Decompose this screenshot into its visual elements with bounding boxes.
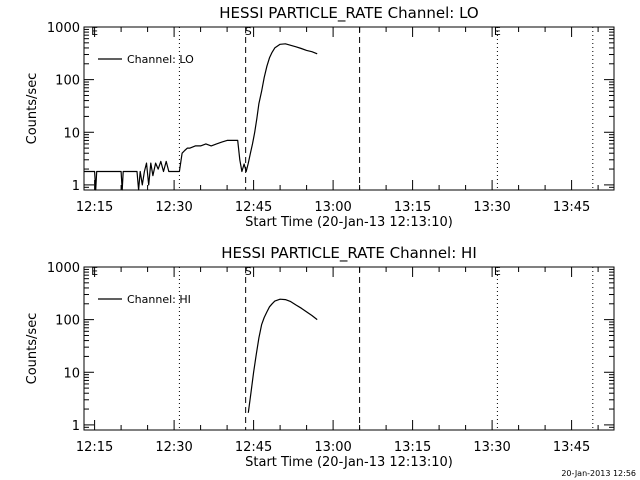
y-tick-label-hi: 10 [63, 366, 80, 381]
x-tick-label-lo: 13:30 [473, 200, 510, 215]
x-tick-label-lo: 13:15 [394, 200, 431, 215]
y-tick-label-hi: 100 [55, 314, 80, 329]
x-tick-label-hi: 12:15 [76, 440, 113, 455]
y-tick-label-lo: 1000 [47, 21, 80, 36]
plot-frame-lo [83, 26, 615, 191]
footer-timestamp: 20-Jan-2013 12:56 [561, 469, 636, 478]
x-tick-label-hi: 13:00 [314, 440, 351, 455]
series-line-hi [247, 298, 318, 413]
series-line-lo [84, 43, 318, 191]
y-axis-label-hi: Counts/sec [25, 313, 40, 385]
y-tick-label-hi: 1000 [47, 261, 80, 276]
marker-label-lo: S [245, 25, 252, 38]
y-tick-label-lo: 1 [72, 179, 80, 194]
x-tick-label-hi: 13:15 [394, 440, 431, 455]
marker-label-lo: E [91, 25, 98, 38]
x-tick-label-hi: 12:45 [235, 440, 272, 455]
y-tick-label-hi: 1 [72, 419, 80, 434]
marker-label-hi: E [494, 265, 501, 278]
chart-title-lo: HESSI PARTICLE_RATE Channel: LO [219, 4, 478, 23]
marker-label-lo: E [494, 25, 501, 38]
legend-label-hi: Channel: HI [127, 293, 191, 306]
x-tick-label-hi: 12:30 [155, 440, 192, 455]
x-tick-label-lo: 12:30 [155, 200, 192, 215]
marker-label-hi: S [245, 265, 252, 278]
x-tick-label-hi: 13:30 [473, 440, 510, 455]
plot-frame-hi [83, 266, 615, 431]
legend-label-lo: Channel: LO [127, 53, 194, 66]
marker-label-hi: E [91, 265, 98, 278]
x-axis-label-hi: Start Time (20-Jan-13 12:13:10) [245, 455, 453, 470]
x-axis-label-lo: Start Time (20-Jan-13 12:13:10) [245, 215, 453, 230]
chart-title-hi: HESSI PARTICLE_RATE Channel: HI [221, 244, 477, 263]
x-tick-label-lo: 13:45 [553, 200, 590, 215]
x-tick-label-lo: 13:00 [314, 200, 351, 215]
y-tick-label-lo: 10 [63, 126, 80, 141]
x-tick-label-lo: 12:45 [235, 200, 272, 215]
x-tick-label-lo: 12:15 [76, 200, 113, 215]
y-axis-label-lo: Counts/sec [25, 73, 40, 145]
x-tick-label-hi: 13:45 [553, 440, 590, 455]
y-tick-label-lo: 100 [55, 74, 80, 89]
